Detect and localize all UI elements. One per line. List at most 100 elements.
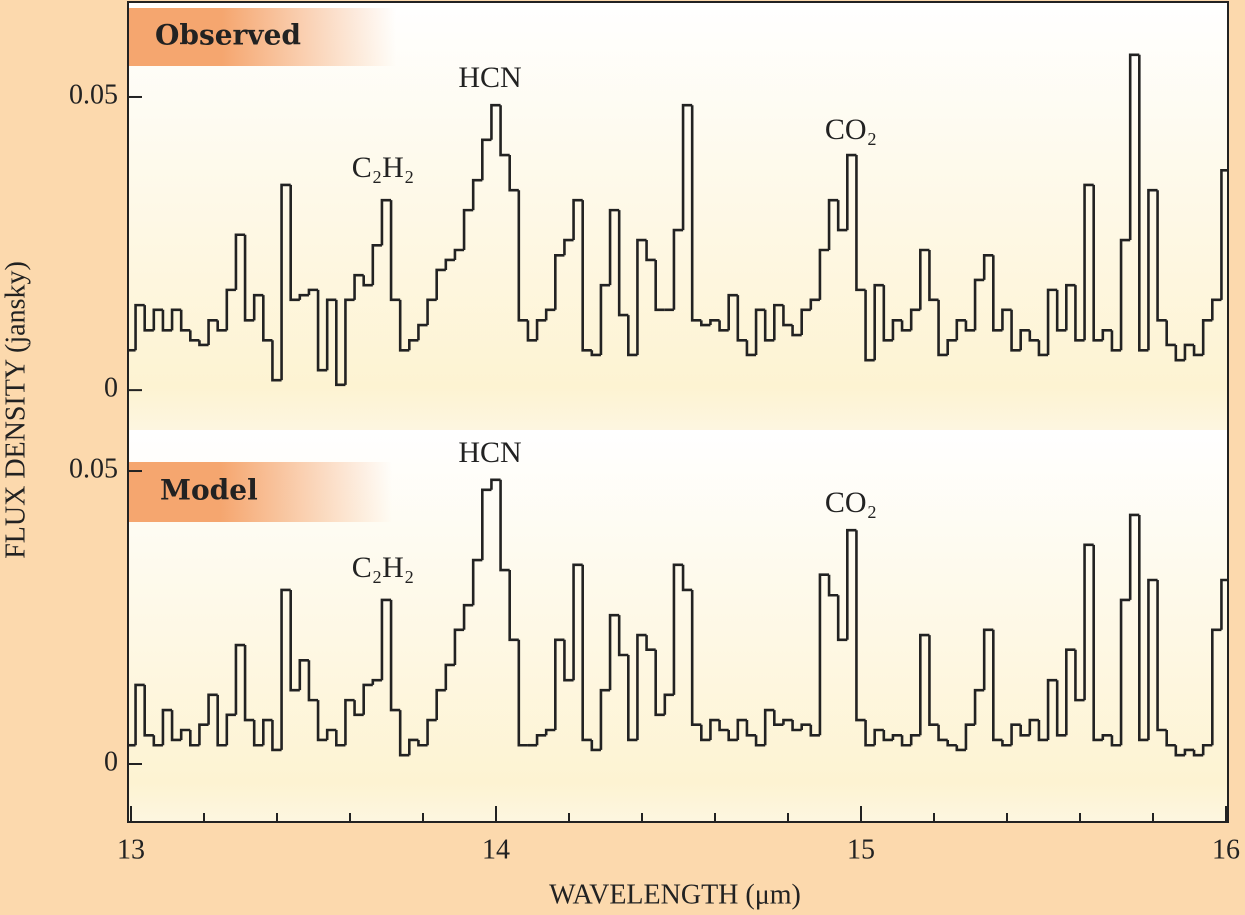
spectrum-step bbox=[636, 238, 647, 355]
spectrum-step bbox=[1138, 54, 1149, 352]
spectrum-step bbox=[919, 248, 930, 310]
spectrum-step bbox=[179, 309, 191, 332]
spectrum-step bbox=[371, 678, 382, 685]
spectrum-step bbox=[846, 528, 857, 640]
spectrum-step bbox=[1019, 329, 1030, 351]
spectrum-step bbox=[426, 718, 437, 746]
spectrum-step bbox=[982, 628, 994, 691]
spectrum-step bbox=[380, 598, 392, 681]
spectrum-step bbox=[1065, 648, 1076, 736]
spectrum-step bbox=[818, 248, 830, 300]
spectrum-step bbox=[298, 293, 309, 300]
spectrum-step bbox=[554, 253, 565, 310]
spectrum-step bbox=[499, 479, 510, 572]
spectrum-step bbox=[262, 718, 273, 746]
spectrum-step bbox=[1147, 578, 1158, 740]
spectrum-step bbox=[1065, 283, 1076, 331]
x-tick-label: 13 bbox=[117, 834, 145, 865]
y-tick-label: 0.05 bbox=[69, 453, 118, 484]
spectrum-step bbox=[444, 663, 455, 691]
spectrum-step bbox=[1092, 184, 1103, 342]
spectrum-step bbox=[152, 308, 163, 331]
spectrum-step bbox=[1037, 340, 1049, 357]
spectrum-step bbox=[909, 308, 921, 331]
spectrum-step bbox=[836, 595, 848, 642]
spectrum-step bbox=[307, 288, 319, 296]
spectrum-step bbox=[198, 340, 209, 347]
spectrum-step bbox=[663, 693, 674, 715]
x-tick-label: 14 bbox=[482, 834, 510, 865]
panel-tag bbox=[128, 462, 392, 522]
spectrum-step bbox=[1010, 309, 1021, 352]
spectrum-step bbox=[189, 330, 200, 342]
spectrum-step bbox=[435, 688, 446, 721]
spectrum-step bbox=[1046, 288, 1058, 355]
spectrum-step bbox=[1119, 238, 1131, 351]
spectrum-step bbox=[289, 184, 300, 302]
spectrum-step bbox=[517, 190, 528, 322]
spectrum-step bbox=[909, 733, 921, 746]
spectrum-step bbox=[234, 643, 246, 715]
spectrum-step bbox=[1001, 308, 1012, 331]
spectrum-step bbox=[335, 730, 346, 747]
spectrum-step bbox=[763, 708, 775, 746]
spectrum-step bbox=[818, 573, 830, 736]
spectrum-step bbox=[1156, 580, 1167, 732]
spectrum-step bbox=[271, 340, 282, 382]
spectrum-step bbox=[1046, 678, 1058, 740]
spectrum-step bbox=[398, 710, 410, 757]
spectrum-step bbox=[1083, 543, 1094, 701]
spectrum-step bbox=[1110, 330, 1122, 352]
y-tick-label: 0.05 bbox=[69, 79, 118, 110]
spectrum-step bbox=[508, 155, 519, 192]
spectrum-step bbox=[161, 309, 173, 332]
spectrum-step bbox=[955, 745, 966, 752]
spectrum-step bbox=[1101, 329, 1112, 341]
spectrum-step bbox=[1074, 649, 1085, 702]
spectrum-step bbox=[380, 198, 392, 246]
spectrum-step bbox=[179, 728, 191, 740]
spectrum-step bbox=[1201, 743, 1213, 756]
spectrum-step bbox=[581, 200, 592, 352]
spectrum-step bbox=[1156, 190, 1167, 322]
spectrum-step bbox=[773, 303, 784, 341]
spectrum-step bbox=[608, 613, 620, 691]
spectrum-step bbox=[709, 319, 720, 326]
spectrum-step bbox=[325, 298, 337, 371]
spectrum-step bbox=[481, 488, 492, 561]
spectrum-step bbox=[800, 723, 811, 731]
spectrum-step bbox=[207, 319, 218, 345]
spectrum-step bbox=[234, 233, 246, 290]
line-annotation: C₂H₂ bbox=[352, 551, 415, 584]
spectrum-step bbox=[1183, 343, 1195, 361]
spectrum-step bbox=[490, 478, 501, 490]
spectrum-step bbox=[1138, 514, 1149, 742]
y-tick-label: 0 bbox=[104, 746, 118, 777]
spectrum-step bbox=[307, 660, 319, 702]
spectrum-step bbox=[727, 293, 738, 331]
spectrum-step bbox=[718, 320, 729, 332]
spectrum-step bbox=[791, 720, 802, 732]
spectrum-step bbox=[882, 730, 893, 742]
spectrum-step bbox=[754, 308, 766, 355]
spectrum-step bbox=[316, 289, 328, 372]
spectrum-step bbox=[1201, 319, 1213, 355]
spectrum-step bbox=[1019, 724, 1030, 737]
spectrum-step bbox=[919, 633, 930, 736]
spectrum-step bbox=[435, 268, 446, 300]
spectrum-step bbox=[864, 720, 875, 747]
spectrum-step bbox=[1110, 735, 1122, 747]
spectrum-step bbox=[499, 105, 510, 157]
spectrum-step bbox=[992, 255, 1003, 332]
spectrum-step bbox=[554, 638, 565, 731]
spectrum-step bbox=[1128, 513, 1140, 600]
spectrum-step bbox=[1055, 680, 1067, 737]
spectrum-step bbox=[809, 298, 820, 310]
spectrum-step bbox=[690, 105, 702, 322]
spectrum-step bbox=[325, 728, 337, 740]
spectrum-step bbox=[992, 629, 1003, 742]
y-tick-label: 0 bbox=[104, 373, 118, 404]
spectrum-step bbox=[608, 208, 620, 286]
spectrum-step bbox=[1211, 298, 1222, 321]
spectrum-step bbox=[481, 138, 492, 181]
